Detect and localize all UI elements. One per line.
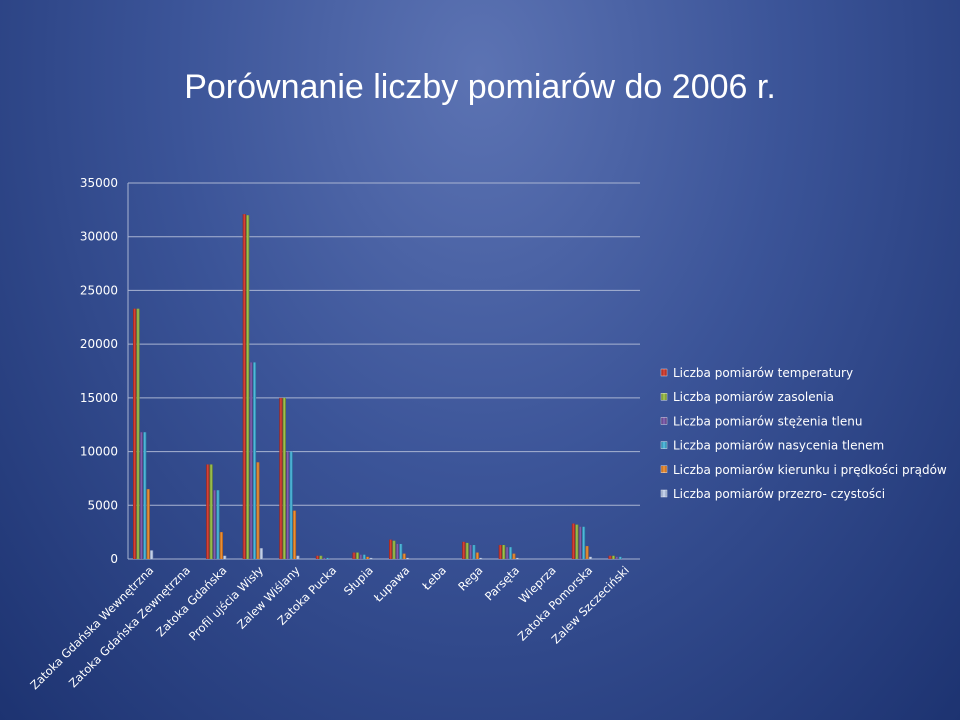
x-category-label: Zalew Wiślany [234,563,303,632]
bar [402,553,406,559]
bar [465,542,469,559]
bar [223,555,227,559]
bar [279,397,283,559]
legend-swatch [660,368,668,377]
bar [286,451,290,559]
legend-entry: Liczba pomiarów zasolenia [673,390,834,404]
y-tick-label: 0 [110,552,118,566]
x-category-label: Łeba [419,563,449,593]
bar [462,541,466,559]
bar [608,555,612,559]
bar [139,432,143,559]
bar [259,548,263,559]
bar [615,556,619,559]
bar [352,552,356,559]
bar [508,547,513,559]
bar [578,526,582,559]
legend-swatch [660,441,668,449]
bar [399,543,403,559]
y-tick-label: 10000 [80,445,118,459]
bar [246,215,250,559]
bar [395,543,399,559]
bar [143,432,147,559]
bar [249,362,253,559]
bar [292,510,297,559]
bar [252,362,257,559]
bar [582,526,586,559]
x-category-label: Rega [455,563,485,593]
y-tick-label: 15000 [80,391,118,405]
bar [133,308,137,559]
legend-entry: Liczba pomiarów temperatury [673,366,853,380]
bar [146,489,150,559]
legend-entry: Liczba pomiarów stężenia tlenu [673,414,862,428]
slide-title: Porównanie liczby pomiarów do 2006 r. [184,68,776,106]
y-tick-label: 20000 [80,337,118,351]
bar [359,554,363,559]
legend: Liczba pomiarów temperatury Liczba pomiar… [660,366,947,501]
bar [588,556,593,559]
legend-swatch [660,417,668,425]
bar [289,451,293,559]
bar [472,545,476,559]
bar [468,545,473,559]
bar [618,556,622,559]
bar [366,556,370,559]
bars [133,214,622,559]
x-category-label: Łupawa [370,563,412,605]
bar [505,547,509,559]
bar [585,546,589,559]
bar [392,540,396,559]
bar [256,462,260,559]
legend-swatch [660,465,668,473]
bar [136,308,140,559]
bar [322,557,326,559]
x-category-label: Słupia [341,563,376,598]
bar [479,557,483,559]
gridlines [128,182,640,560]
bar [406,557,410,559]
bar [512,553,516,559]
bar [209,464,213,559]
bar [575,524,579,559]
bar [216,490,220,559]
y-tick-label: 25000 [80,283,118,297]
bar [362,554,366,559]
bar [242,214,246,559]
y-tick-label: 30000 [80,230,118,244]
bar [389,539,393,559]
bar [355,552,360,559]
legend-entry: Liczba pomiarów przezro- czystości [673,487,885,501]
bar [475,552,479,559]
legend-entry: Liczba pomiarów kierunku i prędkości prą… [673,463,947,477]
legend-entry: Liczba pomiarów nasycenia tlenem [673,439,884,453]
legend-swatch [660,393,668,401]
bar [212,490,217,559]
bar [296,555,300,559]
bar [206,464,210,559]
y-axis: 0 5000 10000 15000 20000 25000 30000 35000 [80,176,129,566]
bar [282,397,286,559]
bar [150,550,154,559]
bar [369,557,373,559]
bar [319,555,323,559]
bar [502,545,506,559]
bar [219,532,223,559]
bar [571,523,576,559]
bar [315,555,320,559]
bar [498,545,502,559]
bar [515,557,519,559]
y-tick-label: 5000 [87,498,118,512]
legend-swatch [660,489,668,498]
bar [326,557,330,559]
y-tick-label: 35000 [80,176,118,190]
bar [611,555,616,559]
